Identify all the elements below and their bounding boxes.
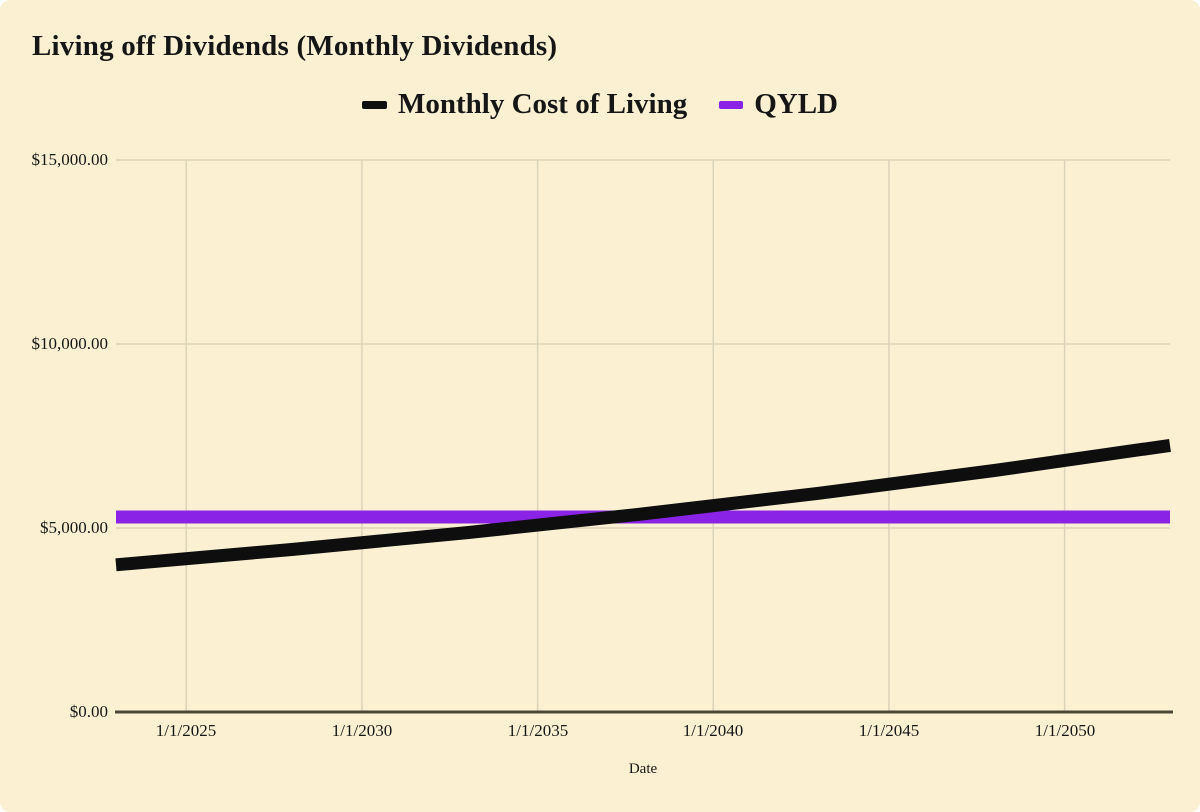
y-axis-tick-5000: $5,000.00 xyxy=(40,518,108,537)
qyld-line-swatch-icon xyxy=(719,100,744,109)
x-axis-tick-2040: 1/1/2040 xyxy=(682,721,744,740)
y-axis-tick-15000: $15,000.00 xyxy=(31,150,109,169)
y-axis-tick-10000: $10,000.00 xyxy=(31,334,109,353)
x-axis-tick-2030: 1/1/2030 xyxy=(331,721,393,740)
chart-legend: Monthly Cost of Living QYLD xyxy=(0,88,1200,121)
x-axis-tick-2025: 1/1/2025 xyxy=(155,721,217,740)
legend-label-cost-of-living: Monthly Cost of Living xyxy=(397,88,688,120)
x-axis-title: Date xyxy=(628,761,658,777)
chart-title: Living off Dividends (Monthly Dividends) xyxy=(32,30,558,62)
x-axis-tick-2045: 1/1/2045 xyxy=(858,721,920,740)
x-axis-tick-2035: 1/1/2035 xyxy=(507,721,569,740)
cost-line-swatch-icon xyxy=(361,100,387,109)
legend-item-qyld: QYLD xyxy=(719,88,838,121)
legend-label-qyld: QYLD xyxy=(754,88,839,120)
legend-item-cost-of-living: Monthly Cost of Living xyxy=(361,88,688,121)
x-axis-tick-2050: 1/1/2050 xyxy=(1034,721,1096,740)
y-axis-tick-0: $0.00 xyxy=(69,702,108,721)
